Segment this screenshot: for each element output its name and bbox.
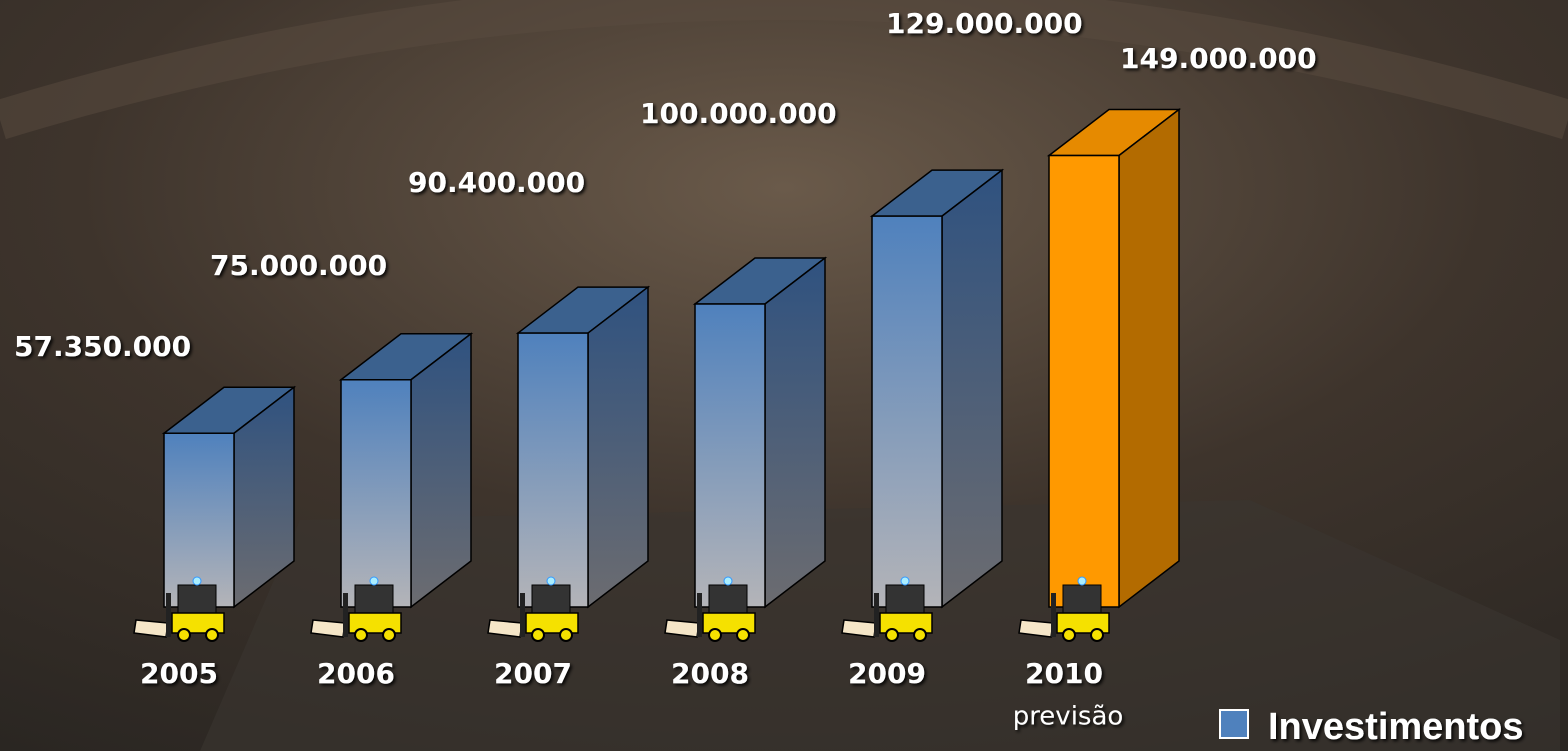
- mast: [1051, 593, 1056, 637]
- mast: [520, 593, 525, 637]
- bar: [517, 332, 589, 608]
- bar: [694, 303, 766, 608]
- value-label: 90.400.000: [408, 166, 585, 199]
- forklift-icon: [841, 576, 933, 642]
- tunnel-arch: [0, 0, 1568, 140]
- body: [879, 612, 933, 634]
- bar: [340, 379, 412, 608]
- bar-side: [410, 332, 472, 609]
- forklift-icon: [487, 576, 579, 642]
- body: [702, 612, 756, 634]
- x-tick-label: 2005: [140, 657, 218, 690]
- mast: [874, 593, 879, 637]
- bar: [871, 215, 943, 608]
- beacon: [900, 576, 910, 586]
- bar: [1048, 154, 1120, 608]
- wheel: [885, 628, 899, 642]
- bars: 2005 57.350.000 2006 75.000.000 2007 90.400.0…: [14, 7, 1317, 690]
- x-tick-label: 2008: [671, 657, 749, 690]
- value-label: 57.350.000: [14, 330, 191, 363]
- body: [1056, 612, 1110, 634]
- wheel: [354, 628, 368, 642]
- wheel: [708, 628, 722, 642]
- beacon: [369, 576, 379, 586]
- cab: [708, 584, 748, 616]
- mast: [343, 593, 348, 637]
- value-label: 129.000.000: [886, 7, 1083, 40]
- value-label: 149.000.000: [1120, 42, 1317, 75]
- body: [171, 612, 225, 634]
- wheel: [1090, 628, 1104, 642]
- cab: [885, 584, 925, 616]
- wheel: [177, 628, 191, 642]
- annotation: previsão: [1013, 702, 1124, 732]
- wheel: [736, 628, 750, 642]
- bar-side: [1118, 108, 1180, 609]
- bar-side: [941, 168, 1003, 609]
- cab: [354, 584, 394, 616]
- legend-label: Investimentos: [1268, 706, 1524, 748]
- body: [348, 612, 402, 634]
- beacon: [546, 576, 556, 586]
- beacon: [1077, 576, 1087, 586]
- beacon: [723, 576, 733, 586]
- cab: [1062, 584, 1102, 616]
- bar-side: [764, 256, 826, 609]
- value-label: 100.000.000: [640, 97, 837, 130]
- x-tick-label: 2006: [317, 657, 395, 690]
- body: [525, 612, 579, 634]
- wheel: [531, 628, 545, 642]
- beacon: [192, 576, 202, 586]
- forklift-icon: [664, 576, 756, 642]
- x-tick-label: 2009: [848, 657, 926, 690]
- x-tick-label: 2010: [1025, 657, 1103, 690]
- wheel: [913, 628, 927, 642]
- x-tick-label: 2007: [494, 657, 572, 690]
- wheel: [382, 628, 396, 642]
- mast: [166, 593, 171, 637]
- wheel: [1062, 628, 1076, 642]
- forklift-icon: [1018, 576, 1110, 642]
- forklift-icon: [133, 576, 225, 642]
- value-label: 75.000.000: [210, 249, 387, 282]
- wheel: [205, 628, 219, 642]
- wheel: [559, 628, 573, 642]
- mast: [697, 593, 702, 637]
- forklift-icon: [310, 576, 402, 642]
- cab: [531, 584, 571, 616]
- legend-swatch: [1219, 709, 1249, 739]
- cab: [177, 584, 217, 616]
- bar-side: [587, 285, 649, 609]
